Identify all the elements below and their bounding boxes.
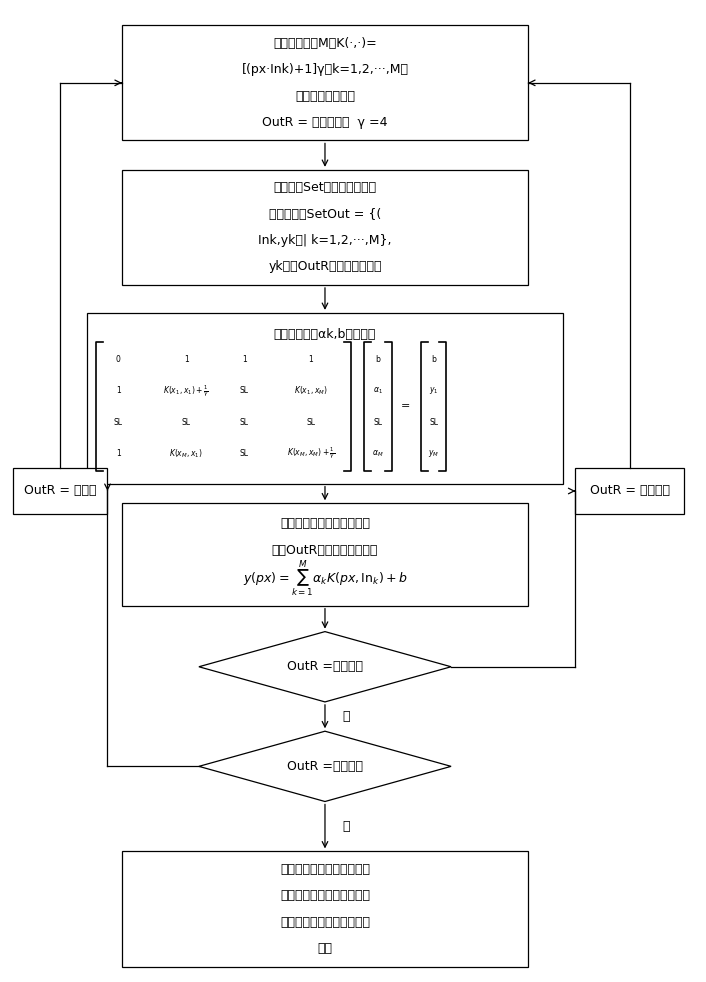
Text: SL: SL bbox=[373, 417, 382, 426]
Text: $\alpha_1$: $\alpha_1$ bbox=[373, 386, 383, 396]
Text: $y_M$: $y_M$ bbox=[428, 448, 439, 459]
Text: OutR =滚刀转速: OutR =滚刀转速 bbox=[287, 660, 363, 674]
Text: SL: SL bbox=[306, 417, 316, 426]
Text: 1: 1 bbox=[309, 355, 313, 364]
Text: 化值: 化值 bbox=[318, 942, 333, 955]
Text: 否: 否 bbox=[342, 820, 350, 833]
Text: 速、切削速度、进给量的优: 速、切削速度、进给量的优 bbox=[280, 915, 370, 929]
Text: 题的OutR的优化值，公式为: 题的OutR的优化值，公式为 bbox=[272, 544, 378, 557]
Bar bbox=[13, 467, 107, 515]
Text: OutR = 进给量: OutR = 进给量 bbox=[24, 484, 97, 498]
Text: OutR = 滚刀转速，  γ =4: OutR = 滚刀转速， γ =4 bbox=[262, 116, 388, 129]
Text: =: = bbox=[401, 402, 410, 411]
Bar bbox=[122, 26, 528, 140]
Text: b: b bbox=[375, 355, 380, 364]
Text: 矢量回归估计，得到滚刀转: 矢量回归估计，得到滚刀转 bbox=[280, 890, 370, 902]
Text: SL: SL bbox=[429, 417, 438, 426]
Text: 从样本集Set中抽取数据构建: 从样本集Set中抽取数据构建 bbox=[273, 182, 376, 194]
Text: 当前计算输出属性: 当前计算输出属性 bbox=[295, 89, 355, 102]
Text: 0: 0 bbox=[116, 355, 121, 364]
Bar bbox=[122, 170, 528, 285]
Text: 1: 1 bbox=[184, 355, 189, 364]
Text: SL: SL bbox=[114, 417, 123, 426]
Bar bbox=[575, 467, 684, 515]
Text: SL: SL bbox=[181, 417, 191, 426]
Text: 完成滚齿干切工艺参数支持: 完成滚齿干切工艺参数支持 bbox=[280, 863, 370, 876]
Bar bbox=[122, 851, 528, 966]
Text: $K(x_M,x_M)+\frac{1}{\gamma}$: $K(x_M,x_M)+\frac{1}{\gamma}$ bbox=[287, 446, 335, 462]
Polygon shape bbox=[199, 732, 451, 801]
Text: SL: SL bbox=[240, 417, 249, 426]
Text: $K(x_1,x_1)+\frac{1}{\gamma}$: $K(x_1,x_1)+\frac{1}{\gamma}$ bbox=[163, 383, 209, 399]
Text: 新的样本集SetOut = {(: 新的样本集SetOut = {( bbox=[269, 207, 381, 221]
Text: $K(x_M,x_1)$: $K(x_M,x_1)$ bbox=[169, 447, 203, 460]
Text: 1: 1 bbox=[116, 449, 121, 458]
Text: SL: SL bbox=[240, 449, 249, 458]
Text: $\alpha_M$: $\alpha_M$ bbox=[372, 448, 383, 459]
Bar bbox=[87, 313, 563, 484]
Text: 否: 否 bbox=[342, 710, 350, 723]
Text: b: b bbox=[431, 355, 436, 364]
Text: 计算待优化滚齿干切工艺问: 计算待优化滚齿干切工艺问 bbox=[280, 518, 370, 530]
Text: $y(px)=\sum_{k=1}^{M}\alpha_k K\left(px,\mathrm{In}_k\right)+b$: $y(px)=\sum_{k=1}^{M}\alpha_k K\left(px,… bbox=[243, 559, 407, 599]
Text: 计算未知变量αk,b，公式为: 计算未知变量αk,b，公式为 bbox=[274, 328, 376, 341]
Bar bbox=[122, 503, 528, 606]
Text: 1: 1 bbox=[116, 386, 121, 396]
Polygon shape bbox=[199, 631, 451, 702]
Text: SL: SL bbox=[240, 386, 249, 396]
Text: OutR =切削速度: OutR =切削速度 bbox=[287, 760, 363, 773]
Text: $y_1$: $y_1$ bbox=[429, 385, 438, 397]
Text: 1: 1 bbox=[242, 355, 247, 364]
Text: 设定样本个数M，K(·,·)=: 设定样本个数M，K(·,·)= bbox=[273, 36, 377, 50]
Text: yk对应OutR在样本中的值；: yk对应OutR在样本中的值； bbox=[268, 260, 382, 273]
Text: OutR = 切削速度: OutR = 切削速度 bbox=[590, 484, 670, 498]
Text: $K(x_1,x_M)$: $K(x_1,x_M)$ bbox=[294, 385, 328, 397]
Text: Ink,yk）| k=1,2,···,M},: Ink,yk）| k=1,2,···,M}, bbox=[258, 234, 392, 247]
Text: [(px·Ink)+1]γ，k=1,2,···,M，: [(px·Ink)+1]γ，k=1,2,···,M， bbox=[241, 63, 409, 77]
